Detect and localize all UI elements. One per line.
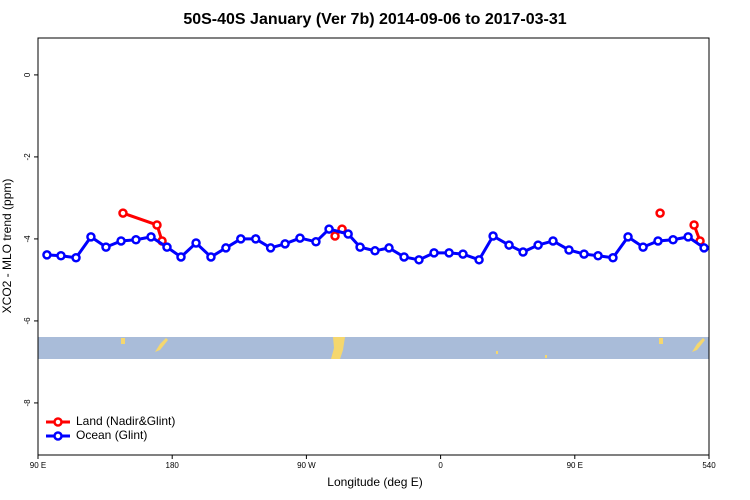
data-point <box>414 255 424 265</box>
y-tick-label: -4 <box>23 235 32 243</box>
data-point <box>548 236 558 246</box>
data-point <box>683 232 693 242</box>
data-point <box>474 255 484 265</box>
data-point <box>579 249 589 259</box>
data-point <box>458 249 468 259</box>
legend: Land (Nadir&Glint)Ocean (Glint) <box>46 414 175 442</box>
data-point <box>131 234 141 245</box>
data-point <box>152 220 162 230</box>
data-point <box>330 231 340 241</box>
data-point <box>623 232 633 242</box>
land-blob <box>155 338 168 352</box>
map-strip <box>38 337 709 359</box>
data-point <box>653 236 663 246</box>
data-point <box>638 242 648 252</box>
data-point <box>86 232 96 242</box>
data-point <box>355 242 365 252</box>
data-point <box>118 208 128 218</box>
data-point <box>429 248 439 258</box>
data-point <box>42 250 52 260</box>
data-point <box>608 253 618 263</box>
data-point <box>250 234 261 244</box>
data-point <box>176 252 186 262</box>
land-blob <box>331 337 345 359</box>
legend-label: Land (Nadir&Glint) <box>76 414 175 428</box>
x-tick-label: 0 <box>438 461 443 470</box>
data-point <box>533 240 543 250</box>
x-tick-label: 180 <box>166 461 180 470</box>
data-point <box>655 208 665 218</box>
data-point <box>668 234 678 245</box>
data-point <box>280 239 290 249</box>
land-blob <box>496 351 498 354</box>
data-point <box>593 250 603 261</box>
x-tick-label: 90 E <box>567 461 583 470</box>
data-point <box>116 236 126 246</box>
y-tick-label: -8 <box>23 399 32 407</box>
data-point <box>444 248 454 258</box>
data-point <box>265 243 276 253</box>
x-tick-label: 90 W <box>297 461 316 470</box>
y-tick-label: -2 <box>23 153 32 161</box>
y-tick-label: 0 <box>23 72 32 77</box>
data-point <box>488 231 498 241</box>
data-point <box>236 234 246 244</box>
legend-marker <box>53 417 63 427</box>
data-point <box>206 252 216 262</box>
chart-title: 50S-40S January (Ver 7b) 2014-09-06 to 2… <box>183 11 566 28</box>
data-point <box>221 243 231 253</box>
legend-marker <box>53 431 63 441</box>
data-point <box>343 229 353 239</box>
data-point <box>71 253 81 263</box>
data-point <box>384 243 394 253</box>
data-point <box>518 247 528 257</box>
data-point <box>101 242 111 252</box>
y-axis-label: XCO2 - MLO trend (ppm) <box>0 179 14 314</box>
data-point <box>370 246 380 256</box>
data-point <box>564 245 574 255</box>
ocean-strip <box>38 337 709 359</box>
data-point <box>324 224 334 234</box>
plot-frame <box>37 37 710 456</box>
series-line <box>122 211 702 242</box>
x-tick-label: 90 E <box>30 461 46 470</box>
x-tick-label: 540 <box>702 461 716 470</box>
data-point <box>504 240 514 250</box>
data-point <box>399 252 409 262</box>
data-point <box>191 238 201 248</box>
data-point <box>699 243 709 253</box>
data-point <box>311 237 321 247</box>
land-blob <box>545 355 547 358</box>
land-blob <box>659 338 663 344</box>
data-point <box>295 233 305 243</box>
x-axis-label: Longitude (deg E) <box>327 475 422 489</box>
data-point <box>56 250 66 261</box>
data-point <box>146 232 156 242</box>
data-point <box>162 242 172 252</box>
legend-label: Ocean (Glint) <box>76 428 147 442</box>
data-point <box>689 220 699 230</box>
land-blob <box>692 338 705 352</box>
land-blob <box>121 338 125 344</box>
y-tick-label: -6 <box>23 317 32 325</box>
